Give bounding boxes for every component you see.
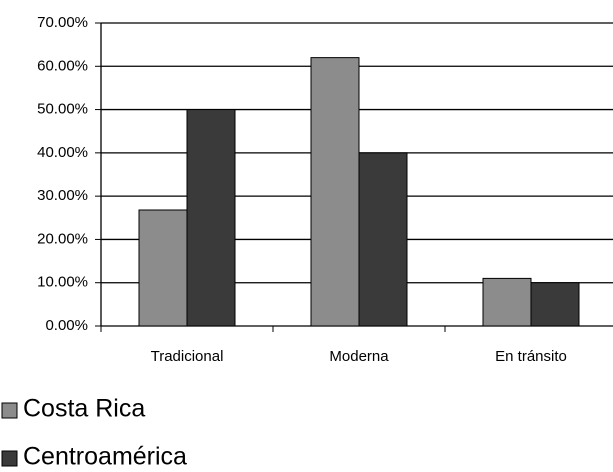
y-tick-label: 40.00% — [37, 144, 88, 161]
y-tick-label: 30.00% — [37, 187, 88, 204]
x-tick-label: Moderna — [329, 348, 389, 365]
y-tick-label: 50.00% — [37, 101, 88, 118]
legend-label: Costa Rica — [23, 395, 145, 423]
legend-swatch — [1, 402, 18, 419]
x-tick-label: Tradicional — [151, 348, 224, 365]
bar — [358, 152, 408, 327]
bar — [138, 209, 188, 327]
legend-swatch — [1, 450, 18, 467]
y-tick-label: 70.00% — [37, 14, 88, 31]
bar — [530, 282, 580, 327]
bar — [482, 277, 532, 327]
legend-label: Centroamérica — [23, 443, 187, 471]
y-tick-label: 20.00% — [37, 230, 88, 247]
bar — [186, 109, 236, 327]
y-tick-label: 0.00% — [45, 317, 88, 334]
bar — [310, 57, 360, 327]
y-tick-label: 60.00% — [37, 57, 88, 74]
y-tick-label: 10.00% — [37, 274, 88, 291]
x-tick-label: En tránsito — [495, 348, 567, 365]
